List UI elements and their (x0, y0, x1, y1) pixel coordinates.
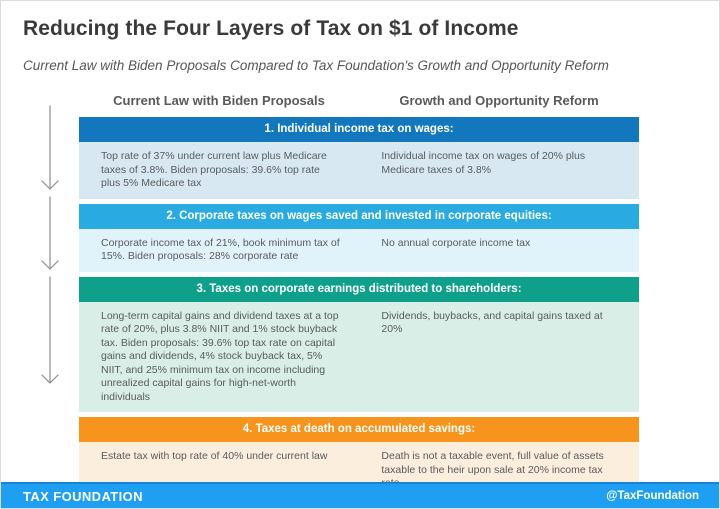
section-body: Long-term capital gains and dividend tax… (79, 301, 639, 412)
current-law-cell: Estate tax with top rate of 40% under cu… (101, 450, 328, 462)
page-title: Reducing the Four Layers of Tax on $1 of… (23, 17, 519, 40)
current-law-cell: Corporate income tax of 21%, book minimu… (101, 236, 340, 263)
section-body: Corporate income tax of 21%, book minimu… (79, 228, 639, 272)
down-arrow-icon (41, 105, 59, 384)
footer-bar: TAX FOUNDATION @TaxFoundation (1, 482, 719, 508)
column-header-growth-reform: Growth and Opportunity Reform (399, 93, 599, 108)
comparison-table: Current Law with Biden Proposals Growth … (79, 93, 639, 504)
section-shareholder-taxes: 3. Taxes on corporate earnings distribut… (79, 276, 639, 412)
tax-foundation-logo: TAX FOUNDATION (23, 488, 143, 504)
section-header: 3. Taxes on corporate earnings distribut… (79, 276, 639, 302)
page-subtitle: Current Law with Biden Proposals Compare… (23, 58, 609, 73)
current-law-cell: Top rate of 37% under current law plus M… (101, 150, 327, 189)
column-headers: Current Law with Biden Proposals Growth … (79, 93, 639, 108)
section-individual-income-tax: 1. Individual income tax on wages: Top r… (79, 117, 639, 199)
section-header: 2. Corporate taxes on wages saved and in… (79, 203, 639, 229)
column-header-current-law: Current Law with Biden Proposals (113, 93, 325, 108)
twitter-handle: @TaxFoundation (606, 490, 699, 502)
section-body: Top rate of 37% under current law plus M… (79, 142, 639, 199)
section-header: 4. Taxes at death on accumulated savings… (79, 417, 639, 442)
section-header: 1. Individual income tax on wages: (79, 117, 639, 142)
reform-cell: Individual income tax on wages of 20% pl… (381, 150, 586, 176)
reform-cell: Death is not a taxable event, full value… (381, 450, 604, 489)
reform-cell: Dividends, buybacks, and capital gains t… (381, 309, 603, 336)
current-law-cell: Long-term capital gains and dividend tax… (101, 309, 339, 403)
reform-cell: No annual corporate income tax (381, 236, 531, 249)
section-corporate-taxes: 2. Corporate taxes on wages saved and in… (79, 203, 639, 272)
